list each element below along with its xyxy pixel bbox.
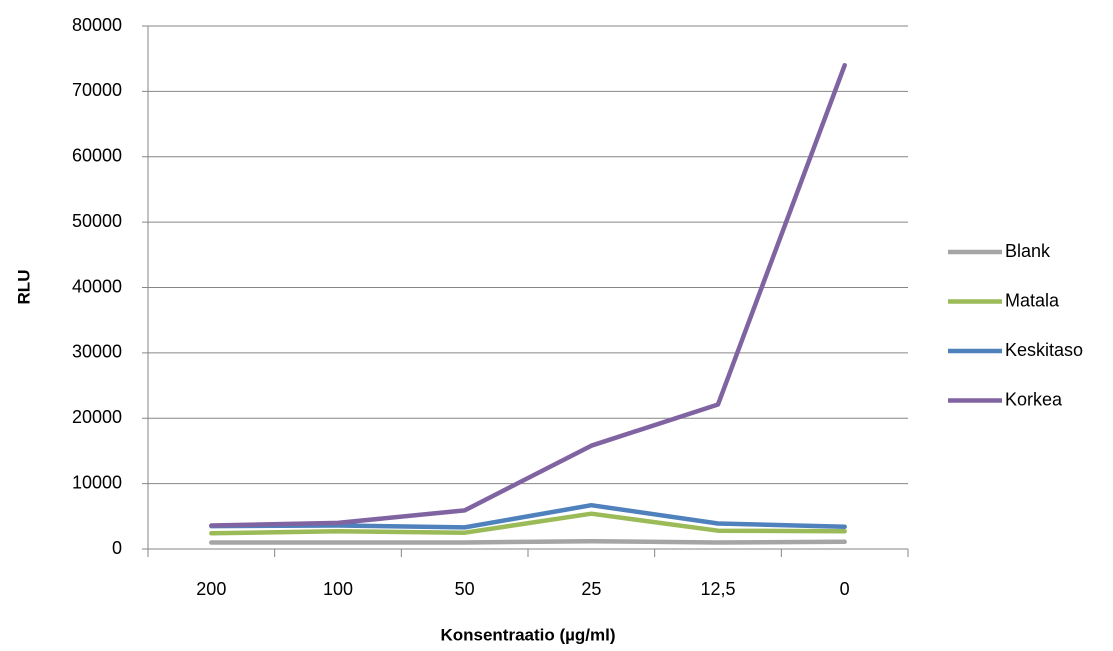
series-line (209, 502, 847, 530)
x-axis-title: Konsentraatio (µg/ml) (440, 625, 615, 644)
y-tick-label: 10000 (72, 472, 122, 492)
legend-label: Keskitaso (1005, 340, 1083, 360)
y-tick-label: 80000 (72, 15, 122, 35)
series-line (209, 511, 847, 536)
y-tick-label: 60000 (72, 146, 122, 166)
y-tick-label: 50000 (72, 211, 122, 231)
series-line (209, 538, 847, 545)
x-tick-label: 0 (840, 579, 850, 599)
legend-label: Korkea (1005, 389, 1063, 409)
y-tick-label: 20000 (72, 407, 122, 427)
x-tick-label: 50 (455, 579, 475, 599)
series-line (209, 62, 847, 528)
legend-label: Matala (1005, 290, 1060, 310)
x-tick-label: 200 (196, 579, 226, 599)
x-tick-label: 25 (581, 579, 601, 599)
y-tick-label: 30000 (72, 342, 122, 362)
x-tick-label: 100 (323, 579, 353, 599)
legend-label: Blank (1005, 241, 1051, 261)
y-tick-label: 0 (112, 538, 122, 558)
y-tick-label: 40000 (72, 276, 122, 296)
y-tick-label: 70000 (72, 80, 122, 100)
x-tick-label: 12,5 (700, 579, 735, 599)
y-axis-title: RLU (14, 270, 33, 305)
